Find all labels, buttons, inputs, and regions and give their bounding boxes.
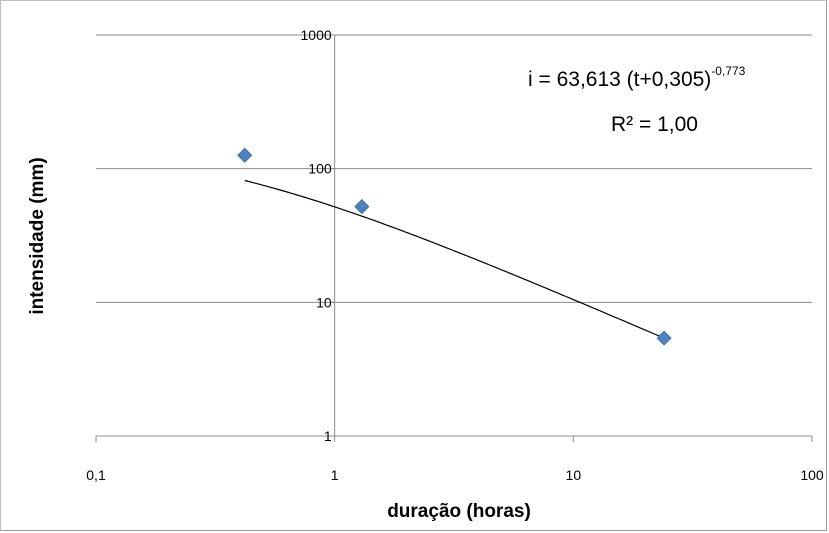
x-axis-title: duração (horas) — [387, 501, 531, 522]
y-tick-label: 1000 — [301, 27, 332, 43]
trendline-curve — [244, 179, 665, 339]
x-tick-labels: 0,1 1 10 100 — [86, 467, 824, 483]
gridlines — [96, 34, 812, 437]
y-axis-title: intensidade (mm) — [27, 157, 48, 314]
trendline — [244, 179, 665, 339]
x-tick-label: 0,1 — [86, 467, 106, 483]
data-point — [237, 147, 253, 163]
equation-main: i = 63,613 (t+0,305) — [528, 68, 711, 91]
y-tick-labels: 1 10 100 1000 — [301, 27, 332, 444]
equation-exponent: -0,773 — [711, 64, 745, 78]
data-points — [237, 147, 672, 346]
x-tick-label: 100 — [800, 467, 824, 483]
y-tick-label: 1 — [324, 428, 332, 444]
x-tick-label: 10 — [566, 467, 582, 483]
y-tick-label: 100 — [308, 161, 332, 177]
r-squared-label: R² = 1,00 — [611, 113, 698, 136]
data-point — [354, 199, 370, 215]
y-tick-label: 10 — [316, 294, 332, 310]
axes — [95, 35, 813, 442]
x-tick-label: 1 — [331, 467, 339, 483]
trendline-equation: i = 63,613 (t+0,305)-0,773 — [528, 64, 746, 91]
data-point — [656, 330, 672, 346]
